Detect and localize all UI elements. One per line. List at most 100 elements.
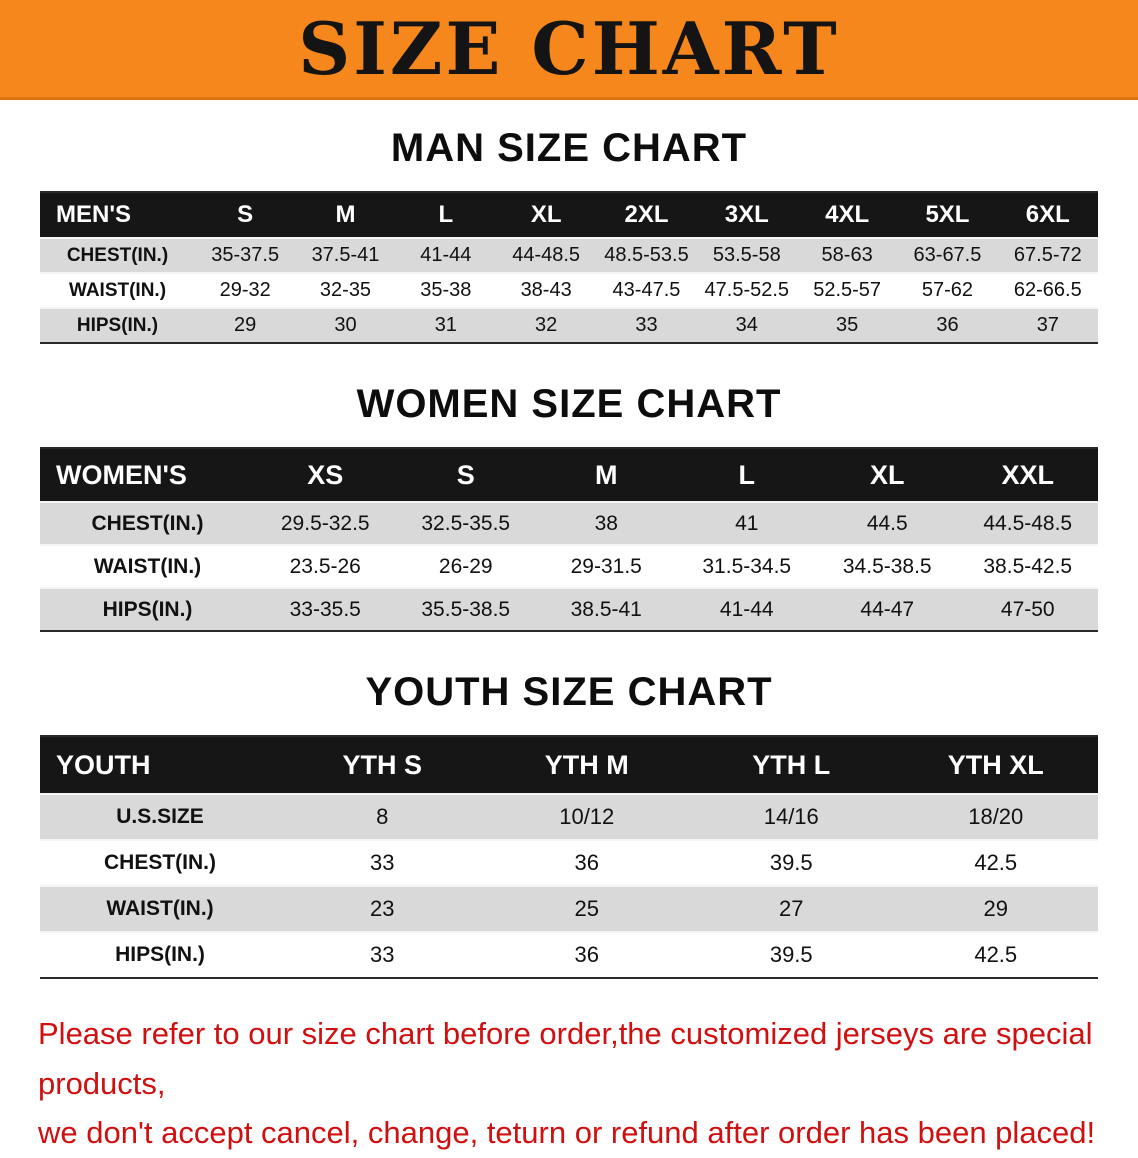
size-value-cell: 44-48.5 <box>495 237 597 273</box>
size-chart-banner: SIZE CHART <box>0 0 1138 100</box>
size-column-header: 5XL <box>897 192 998 238</box>
size-value-cell: 34 <box>696 307 797 343</box>
women-section-heading: WOMEN SIZE CHART <box>356 382 782 426</box>
size-value-cell: 35-37.5 <box>195 237 296 273</box>
size-value-cell: 35.5-38.5 <box>395 587 536 631</box>
size-column-header: L <box>395 192 496 238</box>
size-value-cell: 32-35 <box>295 272 396 308</box>
size-value-cell: 26-29 <box>395 544 536 588</box>
size-value-cell: 41-44 <box>676 587 817 631</box>
size-value-cell: 47-50 <box>957 587 1098 631</box>
table-row: WAIST(IN.) 23.5-26 26-29 29-31.5 31.5-34.5 34… <box>40 544 1098 588</box>
table-corner-label: YOUTH <box>40 736 280 794</box>
table-header-row: WOMEN'S XS S M L XL XXL <box>40 448 1098 502</box>
size-value-cell: 35-38 <box>395 272 496 308</box>
size-value-cell: 29-32 <box>195 272 296 308</box>
size-column-header: 3XL <box>696 192 797 238</box>
men-section-heading: MAN SIZE CHART <box>390 126 748 170</box>
size-value-cell: 52.5-57 <box>796 272 898 308</box>
page-title: SIZE CHART <box>298 5 840 91</box>
size-value-cell: 34.5-38.5 <box>817 544 958 588</box>
disclaimer-note: Please refer to our size chart before or… <box>38 1009 1100 1158</box>
row-label: CHEST(IN.) <box>40 501 255 545</box>
size-value-cell: 44.5-48.5 <box>957 501 1098 545</box>
size-value-cell: 38.5-42.5 <box>957 544 1098 588</box>
table-row: CHEST(IN.) 33 36 39.5 42.5 <box>40 839 1098 886</box>
size-value-cell: 62-66.5 <box>997 272 1098 308</box>
size-value-cell: 33-35.5 <box>255 587 396 631</box>
size-value-cell: 63-67.5 <box>897 237 998 273</box>
size-column-header: YTH S <box>280 736 485 794</box>
size-column-header: 2XL <box>596 192 697 238</box>
size-value-cell: 29 <box>195 307 296 343</box>
youth-section-heading: YOUTH SIZE CHART <box>365 670 773 714</box>
size-value-cell: 42.5 <box>893 931 1098 978</box>
table-row: HIPS(IN.) 29 30 31 32 33 34 35 36 37 <box>40 307 1098 343</box>
size-value-cell: 31.5-34.5 <box>676 544 817 588</box>
size-value-cell: 10/12 <box>484 793 689 840</box>
size-value-cell: 44-47 <box>817 587 958 631</box>
table-row: CHEST(IN.) 35-37.5 37.5-41 41-44 44-48.5 48.5… <box>40 237 1098 273</box>
men-size-table: MEN'S S M L XL 2XL 3XL 4XL 5XL 6XL CHEST(IN.) 35-37… <box>40 191 1098 344</box>
disclaimer-line-2: we don't accept cancel, change, teturn o… <box>38 1115 1096 1151</box>
section-women: WOMEN SIZE CHART WOMEN'S XS S M L XL XXL CHEST(… <box>0 382 1138 632</box>
row-label: U.S.SIZE <box>40 793 280 840</box>
size-column-header: M <box>295 192 396 238</box>
size-value-cell: 36 <box>484 839 689 886</box>
size-column-header: XXL <box>957 448 1098 502</box>
size-value-cell: 30 <box>295 307 396 343</box>
size-value-cell: 53.5-58 <box>696 237 797 273</box>
size-value-cell: 29-31.5 <box>536 544 677 588</box>
row-label: CHEST(IN.) <box>40 237 195 273</box>
table-corner-label: MEN'S <box>40 192 195 238</box>
size-value-cell: 36 <box>897 307 998 343</box>
size-value-cell: 67.5-72 <box>997 237 1098 273</box>
section-youth: YOUTH SIZE CHART YOUTH YTH S YTH M YTH L YTH… <box>0 670 1138 979</box>
table-row: HIPS(IN.) 33 36 39.5 42.5 <box>40 931 1098 978</box>
size-column-header: YTH L <box>689 736 894 794</box>
size-value-cell: 23.5-26 <box>255 544 396 588</box>
size-value-cell: 29 <box>893 885 1098 932</box>
size-value-cell: 35 <box>796 307 898 343</box>
size-value-cell: 39.5 <box>689 839 894 886</box>
size-column-header: YTH M <box>484 736 689 794</box>
youth-size-table: YOUTH YTH S YTH M YTH L YTH XL U.S.SIZE 8 10/12… <box>40 735 1098 979</box>
size-value-cell: 42.5 <box>893 839 1098 886</box>
size-value-cell: 29.5-32.5 <box>255 501 396 545</box>
size-value-cell: 38-43 <box>495 272 597 308</box>
size-value-cell: 33 <box>596 307 697 343</box>
size-value-cell: 33 <box>280 839 485 886</box>
section-men: MAN SIZE CHART MEN'S S M L XL 2XL 3XL 4XL 5XL 6XL… <box>0 126 1138 344</box>
size-value-cell: 25 <box>484 885 689 932</box>
table-row: WAIST(IN.) 23 25 27 29 <box>40 885 1098 932</box>
size-column-header: XL <box>817 448 958 502</box>
size-column-header: YTH XL <box>893 736 1098 794</box>
women-size-table: WOMEN'S XS S M L XL XXL CHEST(IN.) 29.5-32.5 32.5… <box>40 447 1098 632</box>
table-header-row: MEN'S S M L XL 2XL 3XL 4XL 5XL 6XL <box>40 192 1098 238</box>
size-value-cell: 38.5-41 <box>536 587 677 631</box>
row-label: HIPS(IN.) <box>40 307 195 343</box>
table-row: CHEST(IN.) 29.5-32.5 32.5-35.5 38 41 44.5 44.5… <box>40 501 1098 545</box>
size-value-cell: 38 <box>536 501 677 545</box>
size-column-header: S <box>395 448 536 502</box>
size-column-header: S <box>195 192 296 238</box>
size-value-cell: 37.5-41 <box>295 237 396 273</box>
table-row: HIPS(IN.) 33-35.5 35.5-38.5 38.5-41 41-44 44-… <box>40 587 1098 631</box>
size-value-cell: 32 <box>495 307 597 343</box>
size-value-cell: 18/20 <box>893 793 1098 840</box>
size-value-cell: 37 <box>997 307 1098 343</box>
row-label: WAIST(IN.) <box>40 272 195 308</box>
size-column-header: M <box>536 448 677 502</box>
size-value-cell: 47.5-52.5 <box>696 272 797 308</box>
table-row: WAIST(IN.) 29-32 32-35 35-38 38-43 43-47.5 47.… <box>40 272 1098 308</box>
size-column-header: L <box>676 448 817 502</box>
size-value-cell: 32.5-35.5 <box>395 501 536 545</box>
size-value-cell: 23 <box>280 885 485 932</box>
table-header-row: YOUTH YTH S YTH M YTH L YTH XL <box>40 736 1098 794</box>
size-value-cell: 44.5 <box>817 501 958 545</box>
disclaimer-line-1: Please refer to our size chart before or… <box>38 1016 1093 1101</box>
size-value-cell: 36 <box>484 931 689 978</box>
row-label: CHEST(IN.) <box>40 839 280 886</box>
table-row: U.S.SIZE 8 10/12 14/16 18/20 <box>40 793 1098 840</box>
size-value-cell: 27 <box>689 885 894 932</box>
